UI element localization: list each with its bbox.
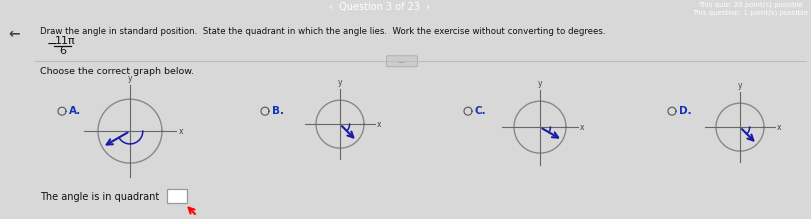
- Text: ‹  Question 3 of 23  ›: ‹ Question 3 of 23 ›: [329, 2, 430, 12]
- Text: −: −: [47, 38, 58, 51]
- Text: C.: C.: [474, 106, 486, 116]
- Text: ....: ....: [397, 58, 406, 64]
- Text: B.: B.: [272, 106, 284, 116]
- Text: A.: A.: [69, 106, 81, 116]
- Text: D.: D.: [678, 106, 691, 116]
- Text: 11π: 11π: [55, 36, 75, 46]
- Text: x: x: [178, 127, 182, 136]
- Text: This quiz: 20 point(s) possible: This quiz: 20 point(s) possible: [697, 2, 801, 8]
- Text: ←: ←: [8, 27, 19, 41]
- Text: This question: 1 point(s) possible: This question: 1 point(s) possible: [691, 9, 807, 16]
- Text: Draw the angle in standard position.  State the quadrant in which the angle lies: Draw the angle in standard position. Sta…: [40, 27, 605, 36]
- Text: y: y: [537, 79, 542, 88]
- Text: The angle is in quadrant: The angle is in quadrant: [40, 192, 159, 202]
- Bar: [167, 189, 187, 203]
- Text: y: y: [127, 74, 132, 83]
- Text: x: x: [376, 120, 381, 129]
- Text: y: y: [737, 81, 741, 90]
- Text: x: x: [776, 123, 780, 132]
- Text: y: y: [337, 78, 341, 87]
- Text: x: x: [579, 123, 583, 132]
- Text: 6: 6: [59, 46, 66, 56]
- FancyBboxPatch shape: [386, 56, 417, 67]
- Text: Choose the correct graph below.: Choose the correct graph below.: [40, 67, 194, 76]
